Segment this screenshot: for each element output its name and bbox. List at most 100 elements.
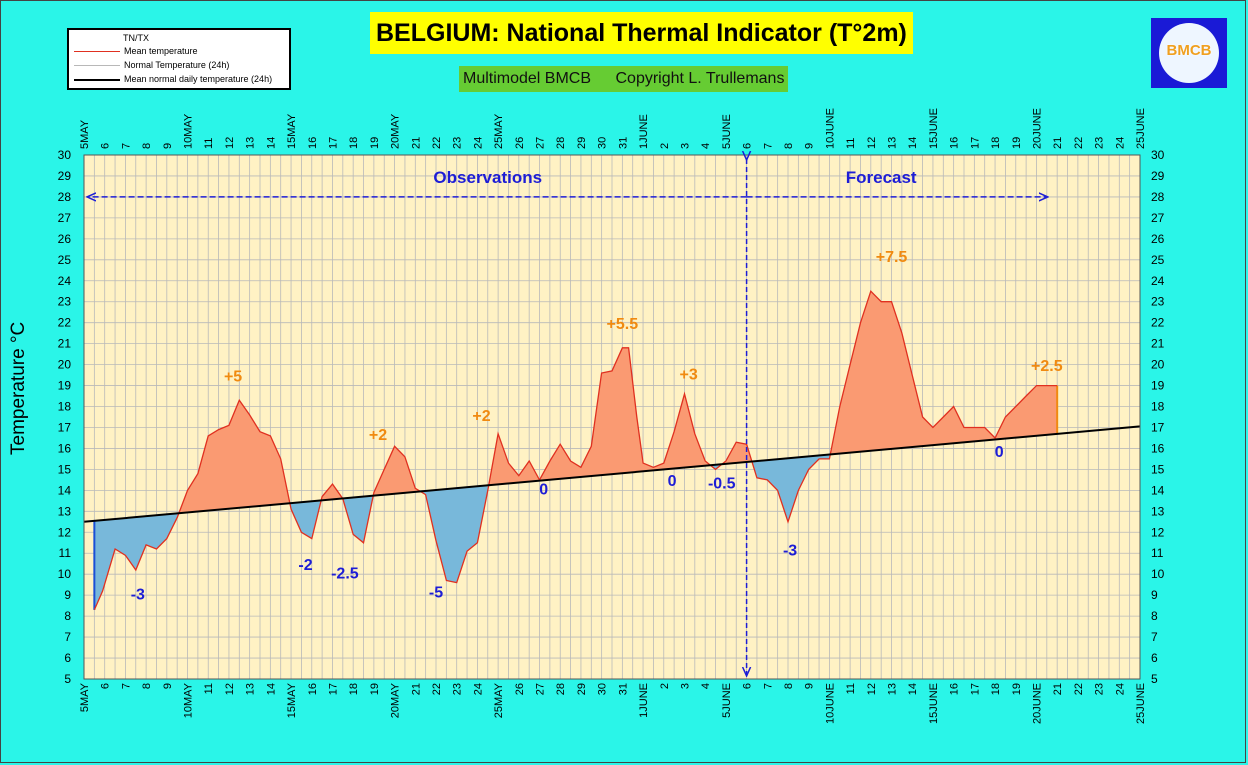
y-tick-label-left: 13 xyxy=(58,504,72,518)
x-tick-label-bottom: 1JUNE xyxy=(638,683,650,718)
plot-border xyxy=(83,154,1141,680)
legend-label-normal: Normal Temperature (24h) xyxy=(124,60,230,70)
x-tick-label-top: 7 xyxy=(762,143,774,149)
y-tick-label-right: 20 xyxy=(1151,358,1165,372)
x-tick-label-top: 12 xyxy=(866,137,878,149)
y-tick-label-left: 18 xyxy=(58,400,72,414)
x-tick-label-top: 18 xyxy=(990,137,1002,149)
x-tick-label-bottom: 9 xyxy=(162,683,174,689)
x-tick-label-bottom: 20MAY xyxy=(390,682,402,718)
anomaly-label: 0 xyxy=(668,473,677,490)
y-tick-label-right: 14 xyxy=(1151,483,1165,497)
anomaly-label: -5 xyxy=(429,584,443,601)
x-tick-label-bottom: 11 xyxy=(845,683,857,694)
x-tick-label-bottom: 10JUNE xyxy=(824,683,836,724)
legend-swatch-normal xyxy=(74,65,120,66)
x-tick-label-top: 11 xyxy=(203,138,215,149)
x-tick-label-bottom: 8 xyxy=(141,683,153,689)
x-tick-label-bottom: 5MAY xyxy=(79,682,91,712)
model-label: Multimodel BMCB xyxy=(463,70,592,87)
x-tick-label-top: 25MAY xyxy=(493,113,505,149)
x-tick-label-top: 28 xyxy=(555,137,567,149)
x-tick-label-top: 24 xyxy=(472,137,484,149)
x-tick-label-bottom: 7 xyxy=(762,683,774,689)
y-tick-label-left: 5 xyxy=(64,672,71,686)
x-tick-label-top: 10JUNE xyxy=(824,108,836,149)
x-tick-label-top: 3 xyxy=(679,143,691,149)
page-title: BELGIUM: National Thermal Indicator (T°2… xyxy=(370,12,913,54)
x-tick-label-top: 21 xyxy=(410,137,422,149)
x-tick-label-bottom: 6 xyxy=(742,683,754,689)
legend: TN/TX Mean temperature Normal Temperatur… xyxy=(67,28,291,90)
y-tick-label-right: 8 xyxy=(1151,609,1158,623)
x-tick-label-bottom: 20JUNE xyxy=(1031,683,1043,724)
x-tick-label-top: 31 xyxy=(617,137,629,149)
x-tick-label-top: 18 xyxy=(348,137,360,149)
legend-item-mean-normal: Mean normal daily temperature (24h) xyxy=(72,73,288,87)
x-tick-label-bottom: 7 xyxy=(120,683,132,689)
x-tick-label-top: 22 xyxy=(431,137,443,149)
x-tick-label-bottom: 18 xyxy=(990,683,1002,695)
anomaly-label: -3 xyxy=(783,542,797,559)
x-tick-label-top: 16 xyxy=(307,137,319,149)
x-tick-label-bottom: 23 xyxy=(452,683,464,695)
y-tick-label-right: 11 xyxy=(1151,546,1164,560)
x-tick-label-top: 11 xyxy=(845,138,857,149)
x-tick-label-top: 30 xyxy=(597,137,609,149)
subtitle-bar: Multimodel BMCB Copyright L. Trullemans xyxy=(459,66,789,92)
y-tick-label-right: 22 xyxy=(1151,316,1165,330)
legend-item-mean: Mean temperature xyxy=(72,45,288,59)
y-tick-label-right: 24 xyxy=(1151,274,1165,288)
x-tick-label-top: 23 xyxy=(1094,137,1106,149)
y-tick-label-left: 28 xyxy=(58,190,72,204)
y-tick-label-right: 21 xyxy=(1151,337,1165,351)
x-tick-label-bottom: 21 xyxy=(410,683,422,695)
x-tick-label-bottom: 24 xyxy=(472,683,484,695)
anomaly-label: +3 xyxy=(679,366,697,383)
x-tick-label-top: 1JUNE xyxy=(638,114,650,149)
x-tick-label-top: 26 xyxy=(514,137,526,149)
x-tick-label-top: 13 xyxy=(245,137,257,149)
x-tick-label-bottom: 3 xyxy=(679,683,691,689)
x-tick-label-top: 10MAY xyxy=(183,113,195,149)
y-tick-label-right: 5 xyxy=(1151,672,1158,686)
y-tick-label-right: 19 xyxy=(1151,379,1165,393)
legend-label-mean: Mean temperature xyxy=(124,46,198,56)
x-tick-label-bottom: 28 xyxy=(555,683,567,695)
x-tick-label-top: 17 xyxy=(969,137,981,149)
legend-label-mean-normal: Mean normal daily temperature (24h) xyxy=(124,74,273,84)
x-tick-label-bottom: 27 xyxy=(535,683,547,695)
x-tick-label-bottom: 9 xyxy=(804,683,816,689)
anomaly-label: -2 xyxy=(298,557,312,574)
legend-item-normal: Normal Temperature (24h) xyxy=(72,59,288,73)
y-tick-label-left: 25 xyxy=(58,253,72,267)
y-tick-label-left: 27 xyxy=(58,211,72,225)
y-tick-label-left: 15 xyxy=(58,462,72,476)
x-tick-label-top: 19 xyxy=(369,137,381,149)
y-tick-label-right: 13 xyxy=(1151,504,1165,518)
x-tick-label-top: 5MAY xyxy=(79,119,91,149)
logo-disc xyxy=(1159,23,1219,83)
x-tick-label-bottom: 26 xyxy=(514,683,526,695)
observations-label: Observations xyxy=(433,168,542,187)
y-tick-label-right: 15 xyxy=(1151,462,1165,476)
anomaly-label: -0.5 xyxy=(708,475,736,492)
y-tick-label-left: 30 xyxy=(58,148,72,162)
x-tick-label-bottom: 17 xyxy=(969,683,981,695)
x-tick-label-bottom: 6 xyxy=(100,683,112,689)
y-tick-label-left: 26 xyxy=(58,232,72,246)
x-tick-label-top: 21 xyxy=(1052,137,1064,149)
x-tick-label-top: 25JUNE xyxy=(1135,108,1147,149)
y-tick-label-right: 30 xyxy=(1151,148,1165,162)
y-tick-label-left: 12 xyxy=(58,525,72,539)
y-tick-label-right: 27 xyxy=(1151,211,1165,225)
y-tick-label-left: 17 xyxy=(58,420,72,434)
y-tick-label-left: 9 xyxy=(64,588,71,602)
y-tick-label-left: 7 xyxy=(64,630,71,644)
anomaly-label: -2.5 xyxy=(331,565,359,582)
x-tick-label-bottom: 11 xyxy=(203,683,215,694)
x-tick-label-bottom: 22 xyxy=(1073,683,1085,695)
plot-layer: 5 5 6 6 7 7 8 8 9 9 10 10 11 11 12 12 13 13 14 14 15 15 16 16 17… xyxy=(58,108,1165,724)
x-tick-label-bottom: 12 xyxy=(224,683,236,695)
